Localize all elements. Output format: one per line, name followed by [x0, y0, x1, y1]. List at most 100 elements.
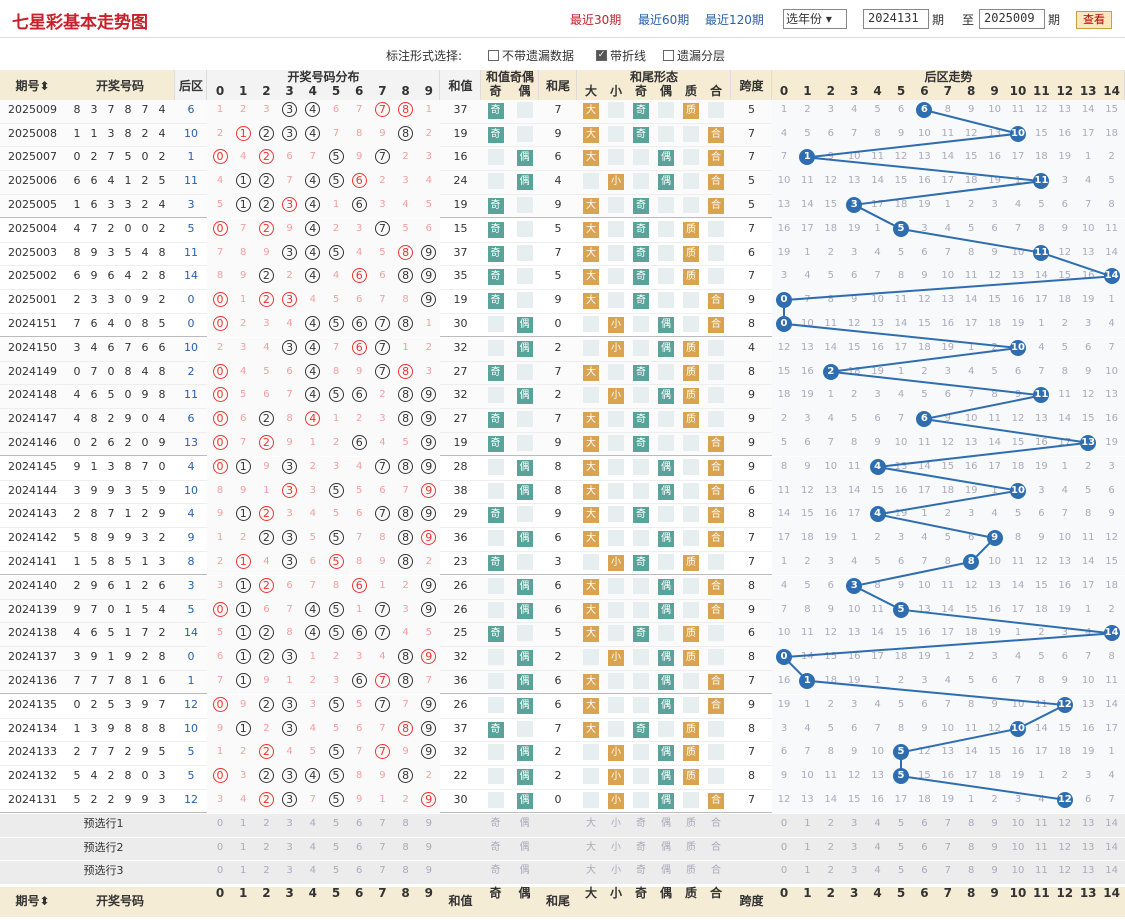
preselect-digit[interactable]: 3: [286, 818, 293, 829]
link-recent-120[interactable]: 最近120期: [705, 13, 764, 27]
preselect-digit[interactable]: 0: [216, 818, 224, 829]
preselect-digit[interactable]: 2: [263, 841, 270, 853]
preselect-even[interactable]: 偶: [519, 841, 530, 853]
link-recent-30[interactable]: 最近30期: [570, 13, 622, 27]
preselect-digit[interactable]: 0: [216, 865, 224, 877]
preselect-trend[interactable]: 6: [921, 818, 928, 829]
preselect-trend[interactable]: 3: [851, 818, 858, 829]
preselect-trend[interactable]: 12: [1058, 841, 1072, 853]
preselect-trend[interactable]: 12: [1058, 818, 1072, 829]
preselect-trend[interactable]: 1: [804, 841, 811, 853]
preselect-digit[interactable]: 6: [356, 818, 363, 829]
preselect-tail-form[interactable]: 合: [711, 865, 721, 877]
preselect-tail-form[interactable]: 奇: [636, 818, 646, 829]
preselect-digit[interactable]: 8: [402, 865, 409, 877]
preselect-tail-form[interactable]: 偶: [661, 865, 671, 877]
preselect-label[interactable]: 预选行3: [83, 864, 124, 878]
preselect-digit[interactable]: 2: [263, 865, 270, 877]
checkbox-no-omission[interactable]: [488, 50, 499, 61]
preselect-trend[interactable]: 12: [1058, 865, 1072, 877]
preselect-label[interactable]: 预选行2: [83, 840, 124, 854]
preselect-digit[interactable]: 1: [240, 865, 247, 877]
issue-header[interactable]: 期号⬍: [15, 79, 50, 93]
preselect-digit[interactable]: 4: [309, 865, 316, 877]
preselect-trend[interactable]: 0: [780, 841, 788, 853]
option-omission-layer[interactable]: 遗漏分层: [663, 47, 725, 64]
preselect-trend[interactable]: 5: [897, 818, 905, 829]
preselect-odd[interactable]: 奇: [490, 865, 501, 877]
preselect-trend[interactable]: 4: [874, 841, 881, 853]
preselect-trend[interactable]: 2: [827, 818, 834, 829]
preselect-digit[interactable]: 5: [332, 818, 340, 829]
preselect-digit[interactable]: 8: [402, 818, 409, 829]
preselect-digit[interactable]: 9: [425, 865, 432, 877]
preselect-tail-form[interactable]: 质: [686, 818, 696, 829]
preselect-tail-form[interactable]: 小: [611, 818, 621, 829]
query-button[interactable]: 查看: [1076, 11, 1112, 29]
preselect-tail-form[interactable]: 奇: [636, 865, 646, 877]
preselect-digit[interactable]: 5: [332, 865, 340, 877]
preselect-digit[interactable]: 0: [216, 841, 224, 853]
preselect-trend[interactable]: 4: [874, 818, 881, 829]
preselect-digit[interactable]: 7: [379, 865, 386, 877]
preselect-trend[interactable]: 1: [804, 865, 811, 877]
preselect-digit[interactable]: 1: [240, 818, 247, 829]
preselect-tail-form[interactable]: 小: [611, 841, 621, 853]
preselect-trend[interactable]: 5: [897, 865, 905, 877]
preselect-trend[interactable]: 7: [944, 818, 951, 829]
preselect-trend[interactable]: 9: [991, 841, 998, 853]
preselect-trend[interactable]: 10: [1011, 818, 1025, 829]
preselect-trend[interactable]: 14: [1105, 818, 1118, 829]
preselect-digit[interactable]: 1: [240, 841, 247, 853]
preselect-trend[interactable]: 7: [944, 841, 951, 853]
preselect-digit[interactable]: 7: [379, 818, 386, 829]
preselect-trend[interactable]: 8: [968, 841, 975, 853]
preselect-tail-form[interactable]: 合: [711, 818, 721, 829]
preselect-tail-form[interactable]: 合: [711, 841, 721, 853]
preselect-even[interactable]: 偶: [519, 818, 530, 829]
preselect-odd[interactable]: 奇: [490, 841, 501, 853]
preselect-tail-form[interactable]: 质: [686, 865, 696, 877]
preselect-trend[interactable]: 13: [1081, 865, 1095, 877]
option-with-line[interactable]: ✓ 带折线: [596, 47, 646, 64]
preselect-odd[interactable]: 奇: [490, 818, 501, 829]
preselect-digit[interactable]: 2: [263, 818, 270, 829]
preselect-trend[interactable]: 2: [827, 841, 834, 853]
preselect-tail-form[interactable]: 奇: [636, 841, 646, 853]
checkbox-with-line[interactable]: ✓: [596, 50, 607, 61]
preselect-trend[interactable]: 6: [921, 865, 928, 877]
preselect-digit[interactable]: 6: [356, 841, 363, 853]
preselect-trend[interactable]: 5: [897, 841, 905, 853]
preselect-trend[interactable]: 11: [1035, 865, 1048, 877]
year-select[interactable]: 选年份 ▾: [783, 9, 847, 29]
preselect-tail-form[interactable]: 质: [686, 841, 696, 853]
preselect-trend[interactable]: 8: [968, 865, 975, 877]
preselect-trend[interactable]: 7: [944, 865, 951, 877]
preselect-trend[interactable]: 14: [1105, 841, 1118, 853]
preselect-digit[interactable]: 6: [356, 865, 363, 877]
preselect-digit[interactable]: 3: [286, 865, 293, 877]
preselect-trend[interactable]: 13: [1081, 818, 1095, 829]
option-no-omission[interactable]: 不带遗漏数据: [488, 47, 574, 64]
preselect-trend[interactable]: 4: [874, 865, 881, 877]
preselect-tail-form[interactable]: 偶: [661, 818, 671, 829]
preselect-trend[interactable]: 3: [851, 841, 858, 853]
preselect-label[interactable]: 预选行1: [83, 817, 124, 830]
preselect-digit[interactable]: 4: [309, 841, 316, 853]
preselect-trend[interactable]: 10: [1011, 865, 1025, 877]
link-recent-60[interactable]: 最近60期: [638, 13, 690, 27]
checkbox-omission-layer[interactable]: [663, 50, 674, 61]
preselect-trend[interactable]: 3: [851, 865, 858, 877]
preselect-trend[interactable]: 1: [804, 818, 811, 829]
preselect-tail-form[interactable]: 大: [586, 865, 596, 877]
preselect-trend[interactable]: 0: [780, 865, 788, 877]
from-issue-input[interactable]: 2024131: [863, 9, 929, 29]
preselect-even[interactable]: 偶: [519, 865, 530, 877]
preselect-trend[interactable]: 10: [1011, 841, 1025, 853]
preselect-trend[interactable]: 6: [921, 841, 928, 853]
preselect-digit[interactable]: 3: [286, 841, 293, 853]
preselect-trend[interactable]: 9: [991, 865, 998, 877]
preselect-tail-form[interactable]: 大: [586, 841, 596, 853]
preselect-tail-form[interactable]: 偶: [661, 841, 671, 853]
preselect-trend[interactable]: 9: [991, 818, 998, 829]
